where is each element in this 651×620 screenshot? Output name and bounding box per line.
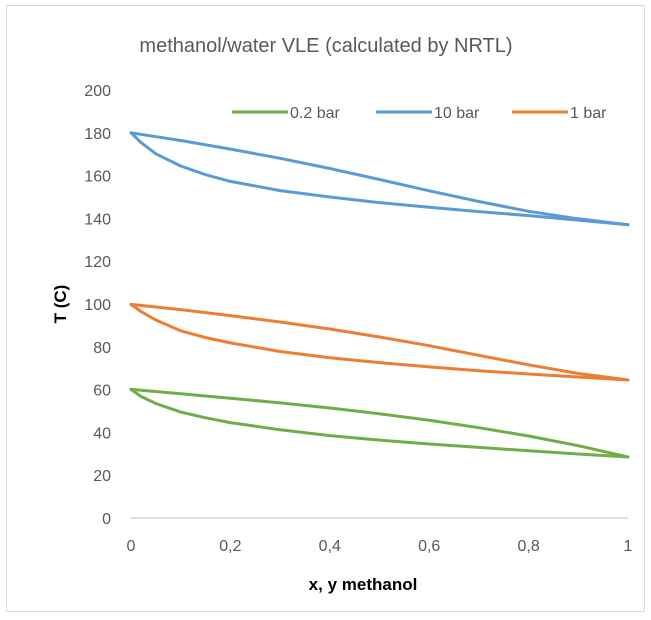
series-line-bubble (129, 302, 630, 382)
y-tick-label: 140 (84, 211, 111, 228)
series-line-dew (129, 387, 630, 459)
y-axis-ticks: 0 20 40 60 80 100 120 140 160 180 200 (84, 83, 111, 528)
x-axis-ticks: 0 0,2 0,4 0,6 0,8 1 (127, 538, 633, 555)
x-tick-label: 1 (624, 538, 633, 555)
x-axis-title: x, y methanol (309, 575, 418, 594)
x-tick-label: 0,6 (418, 538, 440, 555)
y-tick-label: 60 (93, 383, 111, 400)
series-lines (129, 131, 630, 459)
series-line-bubble (129, 131, 630, 227)
x-tick-label: 0,8 (517, 538, 539, 555)
x-tick-label: 0,2 (219, 538, 241, 555)
x-tick-label: 0 (127, 538, 136, 555)
series-line-dew (129, 131, 630, 227)
y-tick-label: 0 (102, 511, 111, 528)
legend-entry-label: 1 bar (570, 105, 607, 122)
legend-entry-label: 0.2 bar (290, 105, 340, 122)
chart-title: methanol/water VLE (calculated by NRTL) (139, 35, 512, 57)
series-line-dew (129, 302, 630, 382)
chart-frame (6, 5, 645, 612)
y-axis-title: T (C) (51, 285, 70, 324)
y-tick-label: 120 (84, 254, 111, 271)
y-tick-label: 180 (84, 126, 111, 143)
y-tick-label: 160 (84, 169, 111, 186)
y-tick-label: 80 (93, 340, 111, 357)
series-line-bubble (129, 387, 630, 459)
legend: 0.2 bar 10 bar 1 bar (232, 105, 607, 122)
legend-entry-label: 10 bar (434, 105, 480, 122)
y-tick-label: 40 (93, 425, 111, 442)
x-tick-label: 0,4 (319, 538, 341, 555)
y-tick-label: 100 (84, 297, 111, 314)
y-tick-label: 20 (93, 468, 111, 485)
y-tick-label: 200 (84, 83, 111, 100)
